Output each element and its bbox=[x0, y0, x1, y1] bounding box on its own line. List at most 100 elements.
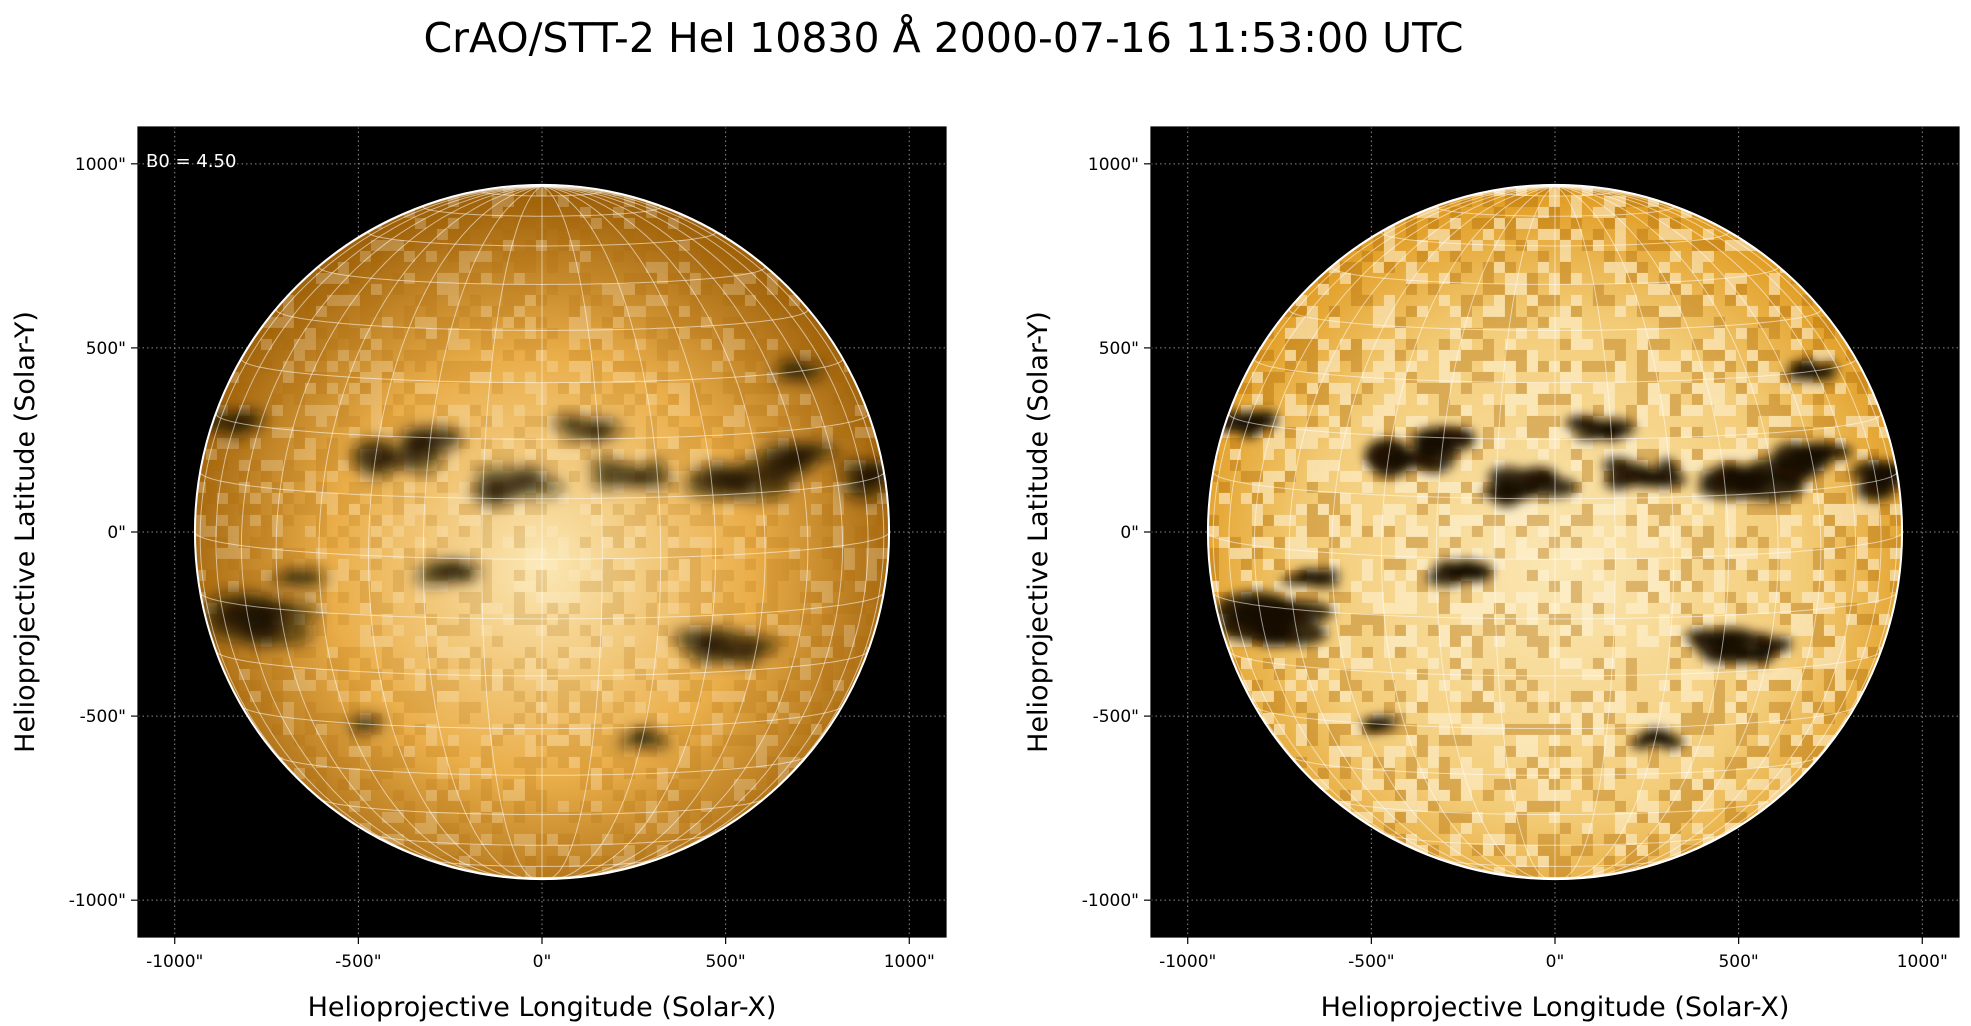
parallel-line bbox=[318, 797, 766, 816]
dark-feature bbox=[1744, 633, 1768, 646]
heliographic-grid bbox=[1207, 185, 1903, 880]
parallel-line bbox=[240, 358, 844, 384]
dark-feature bbox=[604, 462, 641, 486]
dark-feature bbox=[1487, 466, 1529, 488]
dark-feature bbox=[295, 579, 327, 588]
parallel-line bbox=[318, 266, 766, 286]
parallel-line bbox=[215, 413, 869, 440]
x-tick-label: -1000" bbox=[146, 952, 203, 972]
parallel-line bbox=[1331, 266, 1779, 286]
dark-feature bbox=[1517, 467, 1559, 488]
dark-feature bbox=[1699, 466, 1774, 492]
dark-feature bbox=[695, 627, 742, 644]
x-axis-label: Helioprojective Longitude (Solar-X) bbox=[1321, 992, 1790, 1023]
parallel-line bbox=[1331, 797, 1779, 816]
dark-feature bbox=[444, 561, 480, 582]
y-tick-label: -1000" bbox=[69, 891, 126, 911]
dark-feature bbox=[504, 467, 546, 488]
parallel-line bbox=[368, 831, 716, 846]
dark-feature bbox=[1617, 462, 1654, 486]
dark-feature bbox=[554, 416, 589, 428]
solar-disk bbox=[1207, 184, 1903, 880]
dark-feature bbox=[1567, 416, 1602, 428]
x-tick-label: -1000" bbox=[1159, 952, 1216, 972]
parallel-line bbox=[481, 190, 603, 197]
dark-feature bbox=[1801, 442, 1839, 459]
y-tick-label: 0" bbox=[107, 523, 126, 543]
figure-title: CrAO/STT-2 HeI 10830 Å 2000-07-16 11:53:… bbox=[423, 14, 1464, 62]
dark-feature bbox=[1232, 600, 1309, 626]
parallel-line bbox=[1288, 754, 1822, 776]
parallel-line bbox=[1288, 309, 1822, 332]
dark-feature bbox=[688, 644, 724, 664]
y-tick-label: -500" bbox=[80, 707, 126, 727]
parallel-line bbox=[1253, 704, 1857, 730]
dark-feature bbox=[686, 466, 761, 492]
parallel-line bbox=[1253, 358, 1857, 384]
x-tick-label: 0" bbox=[533, 952, 552, 972]
dark-feature bbox=[474, 466, 516, 488]
parallel-line bbox=[1207, 531, 1903, 560]
parallel-line bbox=[1228, 413, 1882, 440]
dark-feature bbox=[1457, 561, 1493, 582]
y-tick-label: -500" bbox=[1093, 707, 1139, 727]
b0-annotation: B0 = 4.50 bbox=[146, 151, 236, 172]
y-tick-label: -1000" bbox=[1082, 891, 1139, 911]
y-axis-label: Helioprojective Latitude (Solar-Y) bbox=[10, 311, 41, 753]
parallel-line bbox=[1381, 831, 1729, 846]
dark-feature bbox=[731, 633, 755, 646]
dark-feature bbox=[267, 576, 296, 586]
dark-feature bbox=[1803, 369, 1837, 382]
y-axis-label: Helioprojective Latitude (Solar-Y) bbox=[1023, 311, 1054, 753]
dark-feature bbox=[399, 436, 443, 474]
dark-feature bbox=[219, 600, 296, 626]
dark-feature bbox=[788, 442, 826, 459]
parallel-line bbox=[1435, 856, 1675, 867]
parallel-line bbox=[240, 704, 844, 730]
parallel-line bbox=[275, 309, 809, 332]
panel-enhanced: -1000" 1000" -500" 500" 0" 0" 500" -500" 1000" -1… bbox=[1023, 126, 1960, 1023]
solar-disk bbox=[194, 184, 890, 880]
y-tick-label: 1000" bbox=[75, 155, 126, 175]
dark-feature bbox=[808, 361, 825, 371]
y-tick-label: 500" bbox=[1099, 339, 1139, 359]
dark-feature bbox=[1280, 576, 1309, 586]
parallel-line bbox=[194, 531, 890, 560]
y-tick-label: 1000" bbox=[1088, 155, 1139, 175]
y-tick-label: 0" bbox=[1120, 523, 1139, 543]
parallel-line bbox=[1228, 650, 1882, 677]
dark-feature bbox=[1708, 627, 1755, 644]
dark-feature bbox=[1648, 730, 1670, 742]
parallel-line bbox=[199, 591, 885, 620]
dark-feature bbox=[1733, 648, 1769, 659]
dark-feature bbox=[635, 730, 657, 742]
x-tick-label: 1000" bbox=[884, 952, 935, 972]
parallel-line bbox=[215, 650, 869, 677]
dark-feature bbox=[720, 648, 756, 659]
parallel-line bbox=[422, 856, 662, 867]
solar-limb bbox=[1206, 183, 1904, 881]
x-axis-label: Helioprojective Longitude (Solar-X) bbox=[308, 992, 777, 1023]
x-tick-label: 0" bbox=[1546, 952, 1565, 972]
parallel-line bbox=[275, 754, 809, 776]
parallel-line bbox=[1381, 232, 1729, 247]
dark-feature bbox=[790, 369, 824, 382]
x-tick-label: 500" bbox=[1718, 952, 1758, 972]
dark-feature bbox=[618, 739, 639, 750]
x-tick-label: 1000" bbox=[1897, 952, 1948, 972]
dark-feature bbox=[1376, 715, 1391, 725]
dark-feature bbox=[1412, 436, 1456, 474]
dark-feature bbox=[1821, 361, 1838, 371]
y-tick-label: 500" bbox=[86, 339, 126, 359]
parallel-line bbox=[368, 232, 716, 247]
x-tick-label: 500" bbox=[705, 952, 745, 972]
solar-limb bbox=[193, 183, 891, 881]
parallel-line bbox=[422, 206, 662, 217]
parallel-line bbox=[1212, 591, 1898, 620]
dark-feature bbox=[1308, 579, 1340, 588]
parallel-line bbox=[199, 471, 885, 500]
dark-feature bbox=[363, 715, 378, 725]
dark-feature bbox=[1364, 438, 1411, 473]
panel-processed: -1000" 1000" -500" 500" 0" 0" 500" -500" 1000" -1… bbox=[10, 126, 947, 1023]
